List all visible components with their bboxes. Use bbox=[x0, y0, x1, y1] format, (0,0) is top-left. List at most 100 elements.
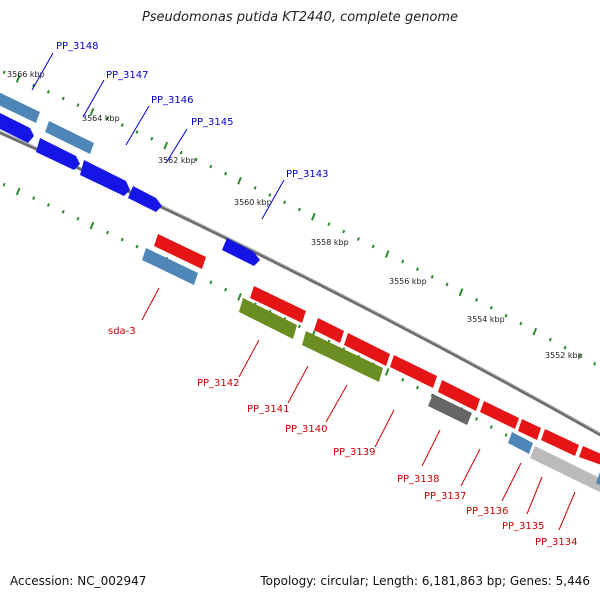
label-pp3137[interactable]: PP_3137 bbox=[424, 491, 467, 502]
feature-pp3141-red[interactable] bbox=[314, 318, 344, 343]
leader-pp3140 bbox=[325, 384, 348, 423]
minor-tick bbox=[563, 345, 567, 350]
minor-tick bbox=[519, 321, 523, 326]
minor-tick bbox=[120, 123, 124, 128]
minor-tick bbox=[297, 207, 301, 212]
label-sda3[interactable]: sda-3 bbox=[108, 326, 136, 337]
accession-text: Accession: NC_002947 bbox=[10, 574, 147, 588]
label-pp3140[interactable]: PP_3140 bbox=[285, 424, 328, 435]
feature-pp3147-steel[interactable] bbox=[45, 121, 94, 154]
feature-sda3[interactable] bbox=[142, 248, 198, 285]
minor-tick bbox=[445, 282, 449, 287]
feature-pp3138-red[interactable] bbox=[438, 380, 480, 411]
feature-pp3136[interactable] bbox=[518, 419, 541, 440]
minor-tick bbox=[430, 274, 434, 279]
leader-pp3143 bbox=[261, 179, 285, 220]
scale-label-3566: 3566 kbp bbox=[7, 70, 45, 79]
scale-label-3558: 3558 kbp bbox=[311, 238, 349, 247]
reverse-features bbox=[142, 234, 600, 497]
feature-red-top[interactable] bbox=[154, 234, 206, 269]
feature-pp3143[interactable] bbox=[222, 238, 260, 266]
minor-tick bbox=[2, 182, 6, 187]
reverse-labels: sda-3 PP_3142 PP_3141 PP_3140 PP_3139 PP… bbox=[108, 326, 578, 548]
scale-labels: 3566 kbp 3564 kbp 3562 kbp 3560 kbp 3558… bbox=[7, 70, 583, 360]
major-tick bbox=[311, 212, 316, 221]
minor-tick bbox=[356, 237, 360, 241]
leader-pp3141 bbox=[287, 365, 309, 404]
feature-pp3148-gray[interactable] bbox=[0, 88, 40, 123]
label-pp3134[interactable]: PP_3134 bbox=[535, 537, 578, 548]
feature-pp3142[interactable] bbox=[239, 298, 297, 339]
leader-pp3134 bbox=[558, 491, 576, 531]
minor-tick bbox=[548, 337, 552, 342]
major-tick bbox=[237, 176, 242, 185]
genome-backbone-highlight bbox=[0, 130, 600, 434]
minor-tick bbox=[475, 298, 479, 302]
minor-tick bbox=[578, 353, 582, 358]
minor-tick bbox=[401, 377, 405, 382]
feature-pp3147[interactable] bbox=[36, 138, 80, 170]
scale-label-3556: 3556 kbp bbox=[389, 277, 427, 286]
minor-tick bbox=[489, 305, 493, 310]
feature-pp3146[interactable] bbox=[80, 160, 130, 196]
leader-pp3136 bbox=[501, 462, 522, 502]
label-pp3141[interactable]: PP_3141 bbox=[247, 404, 290, 415]
feature-pp3140[interactable] bbox=[302, 331, 383, 382]
label-pp3148[interactable]: PP_3148 bbox=[56, 41, 99, 52]
minor-tick bbox=[475, 417, 479, 421]
minor-tick bbox=[61, 209, 65, 214]
feature-edge-steel[interactable] bbox=[596, 472, 600, 490]
leader-pp3146 bbox=[125, 105, 150, 146]
label-pp3138[interactable]: PP_3138 bbox=[397, 474, 440, 485]
minor-tick bbox=[342, 229, 346, 234]
feature-pp3139[interactable] bbox=[390, 355, 437, 388]
minor-tick bbox=[61, 96, 65, 101]
feature-pp3134[interactable] bbox=[530, 446, 600, 497]
minor-tick bbox=[430, 393, 434, 398]
label-pp3147[interactable]: PP_3147 bbox=[106, 70, 149, 81]
label-pp3135[interactable]: PP_3135 bbox=[502, 521, 545, 532]
major-tick bbox=[384, 368, 390, 376]
forward-features bbox=[0, 88, 260, 266]
leader-pp3148 bbox=[31, 52, 54, 91]
feature-pp3140-red[interactable] bbox=[344, 333, 390, 366]
map-title: Pseudomonas putida KT2440, complete geno… bbox=[141, 10, 459, 25]
feature-pp3136-steel[interactable] bbox=[508, 432, 533, 454]
major-tick bbox=[15, 187, 21, 196]
minor-tick bbox=[46, 203, 50, 207]
feature-pp3134-red[interactable] bbox=[579, 446, 600, 468]
feature-pp3142-red[interactable] bbox=[250, 286, 306, 323]
minor-tick bbox=[209, 280, 213, 285]
scale-label-3552: 3552 kbp bbox=[545, 351, 583, 360]
forward-leaders bbox=[31, 52, 285, 220]
minor-tick bbox=[76, 216, 80, 221]
minor-tick bbox=[179, 150, 183, 155]
minor-tick bbox=[489, 425, 493, 429]
feature-pp3135[interactable] bbox=[541, 429, 579, 456]
label-pp3136[interactable]: PP_3136 bbox=[466, 506, 509, 517]
feature-pp3138[interactable] bbox=[428, 394, 472, 425]
minor-tick bbox=[253, 185, 257, 190]
genome-backbone bbox=[0, 130, 600, 437]
label-pp3142[interactable]: PP_3142 bbox=[197, 378, 240, 389]
leader-pp3135 bbox=[526, 476, 543, 515]
major-tick bbox=[237, 293, 242, 301]
feature-pp3137[interactable] bbox=[480, 401, 519, 429]
minor-tick bbox=[46, 89, 50, 94]
label-pp3143[interactable]: PP_3143 bbox=[286, 169, 329, 180]
label-pp3145[interactable]: PP_3145 bbox=[191, 117, 234, 128]
major-tick bbox=[15, 74, 21, 83]
leader-pp3139 bbox=[374, 409, 395, 448]
leader-pp3147 bbox=[82, 79, 105, 118]
feature-pp3148[interactable] bbox=[0, 108, 34, 143]
minor-tick bbox=[209, 164, 213, 169]
minor-tick bbox=[504, 433, 508, 437]
major-tick bbox=[384, 250, 390, 258]
minor-tick bbox=[593, 361, 597, 366]
minor-tick bbox=[283, 200, 287, 205]
label-pp3146[interactable]: PP_3146 bbox=[151, 95, 194, 106]
feature-pp3145[interactable] bbox=[128, 186, 162, 212]
minor-tick bbox=[415, 267, 420, 272]
minor-tick bbox=[224, 171, 228, 176]
label-pp3139[interactable]: PP_3139 bbox=[333, 447, 376, 458]
